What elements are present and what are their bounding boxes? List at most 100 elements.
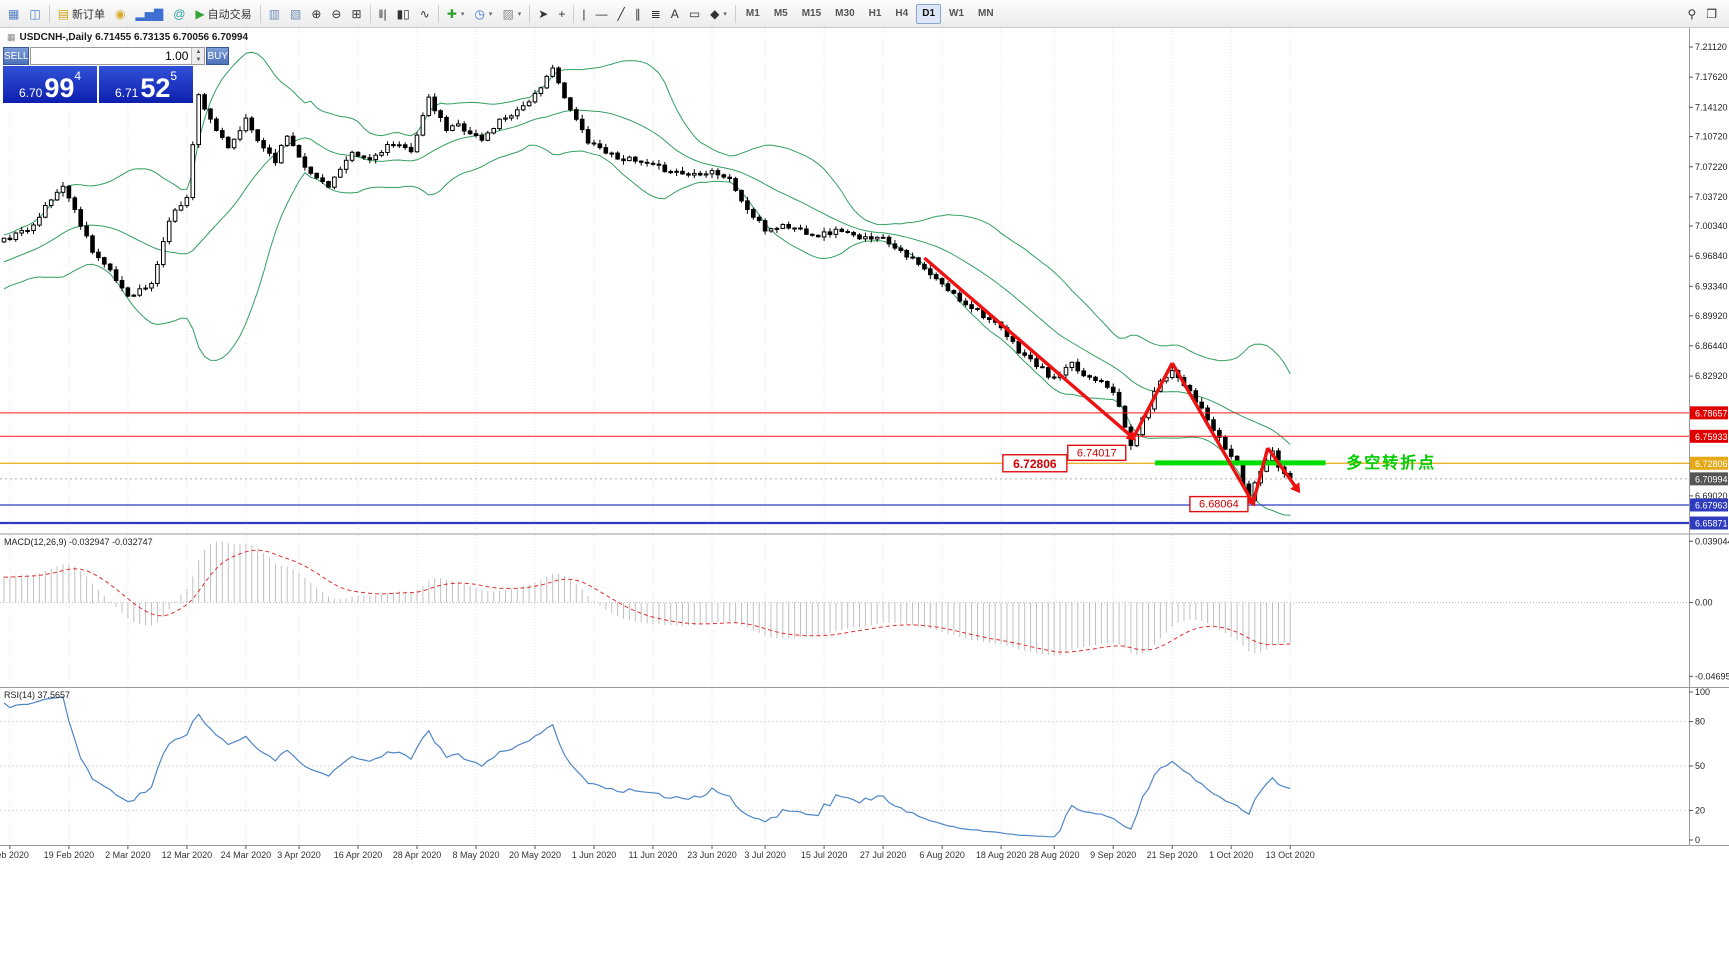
caret-icon: ▾ bbox=[723, 10, 727, 18]
volume-field: ▲▼ bbox=[30, 47, 206, 65]
arrows-tool-icon: ◆ bbox=[710, 6, 720, 21]
search-icon-icon: ⚲ bbox=[1687, 6, 1697, 21]
community-icon-button[interactable]: @ bbox=[168, 2, 190, 26]
new-order-button[interactable]: ▤ 新订单 bbox=[53, 2, 110, 26]
timeframe-h1-button-label: H1 bbox=[868, 8, 882, 19]
svg-text:19 Feb 2020: 19 Feb 2020 bbox=[44, 850, 95, 860]
bar-chart-type-button[interactable]: ‖| bbox=[374, 2, 392, 26]
one-click-trading-panel: SELL ▲▼ BUY 6.70 99 4 6.71 52 5 bbox=[3, 47, 230, 103]
chart-profiles-icon: ◫ bbox=[29, 6, 41, 21]
template-icon: ▨ bbox=[502, 6, 514, 21]
timeframe-m30-button[interactable]: M30 bbox=[829, 4, 860, 24]
data-window-button[interactable]: ▥ bbox=[264, 2, 285, 26]
timeframe-mn-button[interactable]: MN bbox=[972, 4, 1000, 24]
sell-price-box[interactable]: 6.70 99 4 bbox=[3, 66, 97, 103]
cursor-tool-button[interactable]: ➤ bbox=[533, 2, 553, 26]
bar-chart-type-icon: ‖| bbox=[378, 6, 387, 21]
svg-text:-0.046959: -0.046959 bbox=[1695, 671, 1729, 681]
spinner-down-icon[interactable]: ▼ bbox=[192, 56, 205, 64]
timeframe-m15-button[interactable]: M15 bbox=[796, 4, 827, 24]
horizontal-line-tool-button[interactable]: — bbox=[591, 2, 613, 26]
vertical-line-tool-button[interactable]: | bbox=[577, 2, 590, 26]
add-indicator-icon: ✚ bbox=[446, 6, 457, 21]
buy-button[interactable]: BUY bbox=[206, 47, 230, 65]
rsi-pane bbox=[0, 696, 1689, 838]
buy-price-prefix: 6.71 bbox=[114, 85, 139, 100]
svg-text:2 Mar 2020: 2 Mar 2020 bbox=[105, 850, 151, 860]
trendline-tool-button[interactable]: ╱ bbox=[613, 2, 630, 26]
tile-windows-icon: ⊞ bbox=[351, 6, 362, 21]
zoom-in-icon: ⊕ bbox=[311, 6, 322, 21]
market-chart-icon-button[interactable]: ▂▅▇ bbox=[131, 2, 169, 26]
deposit-icon-icon: ◉ bbox=[115, 6, 126, 21]
svg-text:6.65871: 6.65871 bbox=[1695, 519, 1728, 529]
buy-price-big: 52 bbox=[140, 73, 171, 104]
svg-text:0.00: 0.00 bbox=[1695, 598, 1713, 608]
svg-text:0: 0 bbox=[1695, 835, 1700, 845]
chart-profiles-button[interactable]: ◫ bbox=[24, 2, 45, 26]
svg-text:9 Sep 2020: 9 Sep 2020 bbox=[1090, 850, 1136, 860]
period-icon: ◷ bbox=[474, 6, 485, 21]
timeframe-h4-button[interactable]: H4 bbox=[889, 4, 914, 24]
label-tool-button[interactable]: ▭ bbox=[684, 2, 705, 26]
text-tool-button[interactable]: A bbox=[666, 2, 684, 26]
timeframe-h1-button[interactable]: H1 bbox=[863, 4, 888, 24]
macd-pane bbox=[0, 541, 1689, 656]
timeframe-m1-button[interactable]: M1 bbox=[740, 4, 766, 24]
timeframe-w1-button[interactable]: W1 bbox=[943, 4, 970, 24]
svg-text:6.67963: 6.67963 bbox=[1695, 500, 1728, 510]
timeframe-m5-button[interactable]: M5 bbox=[768, 4, 794, 24]
timeframe-m5-button-label: M5 bbox=[773, 8, 788, 19]
template-button[interactable]: ▨ ▾ bbox=[497, 2, 526, 26]
deposit-icon-button[interactable]: ◉ bbox=[110, 2, 130, 26]
search-icon-button[interactable]: ⚲ bbox=[1682, 2, 1701, 26]
svg-text:28 Aug 2020: 28 Aug 2020 bbox=[1029, 850, 1080, 860]
svg-text:7.03720: 7.03720 bbox=[1695, 192, 1728, 202]
volume-spinner[interactable]: ▲ ▼ bbox=[191, 48, 205, 64]
algo-trading-button[interactable]: ▶ 自动交易 bbox=[190, 2, 256, 26]
svg-text:21 Sep 2020: 21 Sep 2020 bbox=[1147, 850, 1198, 860]
line-chart-type-button[interactable]: ∿ bbox=[415, 2, 435, 26]
channel-tool-button[interactable]: ∥ bbox=[630, 2, 646, 26]
svg-text:6.93340: 6.93340 bbox=[1695, 281, 1728, 291]
svg-text:50: 50 bbox=[1695, 761, 1705, 771]
new-chart-button[interactable]: ▦ bbox=[3, 2, 24, 26]
tile-windows-button[interactable]: ⊞ bbox=[346, 2, 366, 26]
spinner-up-icon[interactable]: ▲ bbox=[192, 48, 205, 56]
new-order-icon: ▤ bbox=[57, 6, 70, 21]
toolbar-right-group: ⚲ ❐ bbox=[1682, 2, 1722, 26]
arrows-tool-button[interactable]: ◆ ▾ bbox=[705, 2, 732, 26]
window-icon-icon: ❐ bbox=[1706, 6, 1717, 21]
add-indicator-button[interactable]: ✚ ▾ bbox=[442, 2, 470, 26]
window-icon-button[interactable]: ❐ bbox=[1701, 2, 1722, 26]
svg-text:6 Aug 2020: 6 Aug 2020 bbox=[919, 850, 965, 860]
candle-chart-type-button[interactable]: ▮▯ bbox=[392, 2, 415, 26]
fibonacci-tool-button[interactable]: ≣ bbox=[646, 2, 666, 26]
svg-text:18 Aug 2020: 18 Aug 2020 bbox=[976, 850, 1027, 860]
caret-icon: ▾ bbox=[517, 10, 522, 18]
svg-text:6.86440: 6.86440 bbox=[1695, 341, 1728, 351]
svg-text:20: 20 bbox=[1695, 805, 1705, 815]
svg-text:80: 80 bbox=[1695, 717, 1705, 727]
strategy-tester-button[interactable]: ▧ bbox=[285, 2, 306, 26]
zoom-in-button[interactable]: ⊕ bbox=[306, 2, 326, 26]
period-button[interactable]: ◷ ▾ bbox=[469, 2, 497, 26]
timeframe-w1-button-label: W1 bbox=[949, 8, 965, 19]
toolbar-separator bbox=[734, 4, 736, 23]
chart-title-text: USDCNH-,Daily 6.71455 6.73135 6.70056 6.… bbox=[19, 32, 249, 43]
buy-price-sup: 5 bbox=[170, 69, 178, 83]
new-order-button-label: 新订单 bbox=[72, 8, 106, 21]
svg-text:6.72806: 6.72806 bbox=[1695, 459, 1728, 469]
sell-button[interactable]: SELL bbox=[3, 47, 30, 65]
zoom-out-icon: ⊖ bbox=[331, 6, 342, 21]
zoom-out-button[interactable]: ⊖ bbox=[326, 2, 346, 26]
svg-text:7.07220: 7.07220 bbox=[1695, 162, 1728, 172]
svg-text:24 Mar 2020: 24 Mar 2020 bbox=[221, 850, 272, 860]
crosshair-tool-button[interactable]: + bbox=[553, 2, 570, 26]
algo-trading-button-label: 自动交易 bbox=[207, 8, 252, 21]
svg-text:6.82920: 6.82920 bbox=[1695, 371, 1728, 381]
buy-price-box[interactable]: 6.71 52 5 bbox=[99, 66, 193, 103]
timeframe-d1-button[interactable]: D1 bbox=[916, 3, 942, 24]
volume-input[interactable] bbox=[31, 48, 192, 64]
